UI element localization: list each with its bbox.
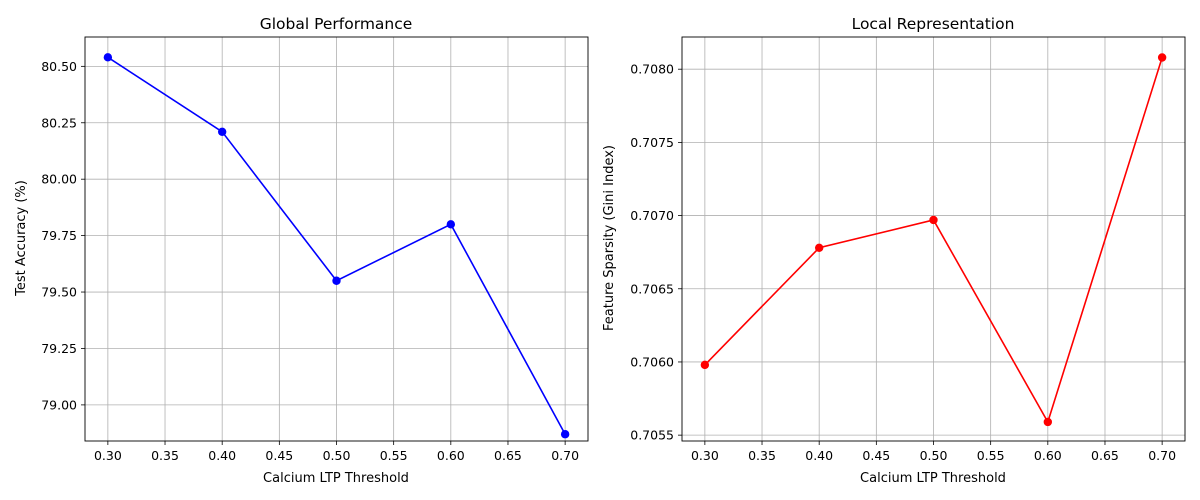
x-ticks: 0.30 0.35 0.40 0.45 0.50 0.55 0.60 0.65 0.70 <box>94 441 579 463</box>
data-point <box>1157 53 1167 62</box>
y-tick-label: 0.7060 <box>630 354 674 369</box>
y-ticks: 0.7055 0.7060 0.7065 0.7070 0.7075 0.7080 <box>630 62 682 443</box>
data-point <box>700 360 710 370</box>
y-axis-label: Test Accuracy (%) <box>14 180 29 297</box>
global-performance-chart: Global Performance 0.30 0.35 0.40 0.45 0.50 0… <box>14 15 589 486</box>
data-points <box>700 53 1167 427</box>
x-ticks: 0.30 0.35 0.40 0.45 0.50 0.55 0.60 0.65 0.70 <box>691 441 1176 463</box>
data-point <box>814 243 824 252</box>
x-tick-label: 0.70 <box>1148 448 1176 463</box>
x-axis-label: Calcium LTP Threshold <box>263 471 409 486</box>
x-tick-label: 0.55 <box>977 448 1005 463</box>
data-point <box>217 127 227 136</box>
chart-title: Local Representation <box>852 15 1015 33</box>
data-point <box>332 276 341 285</box>
y-axis-label: Feature Sparsity (Gini Index) <box>602 145 617 331</box>
y-tick-label: 0.7055 <box>630 428 674 443</box>
x-tick-label: 0.35 <box>748 448 776 463</box>
data-point <box>1043 417 1053 427</box>
data-points <box>103 53 570 439</box>
x-tick-label: 0.45 <box>862 448 890 463</box>
local-representation-chart: Local Representation 0.30 0.35 0.40 0.45 0.5… <box>602 15 1186 486</box>
x-tick-label: 0.40 <box>805 448 833 463</box>
y-tick-label: 79.50 <box>41 285 77 300</box>
y-tick-label: 80.00 <box>41 172 77 187</box>
x-tick-label: 0.65 <box>1091 448 1119 463</box>
x-tick-label: 0.60 <box>1034 448 1062 463</box>
y-tick-label: 79.25 <box>41 341 77 356</box>
x-tick-label: 0.55 <box>380 448 408 463</box>
y-tick-label: 0.7070 <box>630 208 674 223</box>
x-tick-label: 0.50 <box>920 448 948 463</box>
x-tick-label: 0.30 <box>94 448 122 463</box>
x-tick-label: 0.30 <box>691 448 719 463</box>
y-ticks: 79.00 79.25 79.50 79.75 80.00 80.25 80.50 <box>41 59 85 412</box>
chart-title: Global Performance <box>260 15 413 33</box>
x-tick-label: 0.60 <box>437 448 465 463</box>
y-tick-label: 79.00 <box>41 397 77 412</box>
data-point <box>560 430 570 439</box>
y-tick-label: 0.7075 <box>630 135 674 150</box>
x-tick-label: 0.65 <box>494 448 522 463</box>
x-tick-label: 0.45 <box>265 448 293 463</box>
x-axis-label: Calcium LTP Threshold <box>860 471 1006 486</box>
x-tick-label: 0.70 <box>551 448 579 463</box>
x-tick-label: 0.50 <box>323 448 351 463</box>
y-tick-label: 80.50 <box>41 59 77 74</box>
y-tick-label: 80.25 <box>41 115 77 130</box>
grid <box>85 37 588 441</box>
y-tick-label: 0.7080 <box>630 62 674 77</box>
data-point <box>929 215 938 225</box>
data-point <box>446 220 456 229</box>
x-tick-label: 0.40 <box>208 448 236 463</box>
y-tick-label: 79.75 <box>41 228 77 243</box>
data-point <box>103 53 113 62</box>
y-tick-label: 0.7065 <box>630 281 674 296</box>
x-tick-label: 0.35 <box>151 448 179 463</box>
